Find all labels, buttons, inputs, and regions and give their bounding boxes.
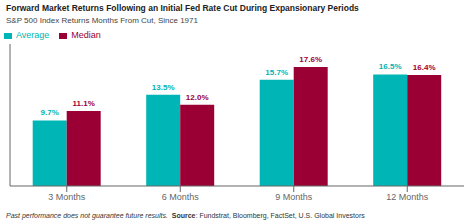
svg-text:3 Months: 3 Months [48,192,86,202]
svg-text:12 Months: 12 Months [386,192,429,202]
svg-text:16.5%: 16.5% [379,62,402,71]
svg-text:17.6%: 17.6% [299,55,322,64]
html-text:Past performance does not guar: Past performance does not guarantee futu… [6,212,168,219]
svg-text:16.4%: 16.4% [413,63,436,72]
html-text:S&P 500 Index Returns Months F: S&P 500 Index Returns Months From Cut, S… [6,16,198,25]
svg-text:9 Months: 9 Months [275,192,313,202]
svg-text:13.5%: 13.5% [152,83,175,92]
svg-text:15.7%: 15.7% [265,68,288,77]
html-text:Median: Median [71,30,101,40]
html-text:Forward Market Returns Followi: Forward Market Returns Following an Init… [6,3,359,13]
html-text:Average: Average [16,30,50,40]
svg-text:12.0%: 12.0% [186,93,209,102]
svg-text:9.7%: 9.7% [41,108,59,117]
svg-text:6 Months: 6 Months [162,192,200,202]
svg-text:11.1%: 11.1% [73,99,95,108]
html-text:Source: Fundstrat, Bloomberg,: Source: Fundstrat, Bloomberg, FactSet, U… [171,212,365,219]
